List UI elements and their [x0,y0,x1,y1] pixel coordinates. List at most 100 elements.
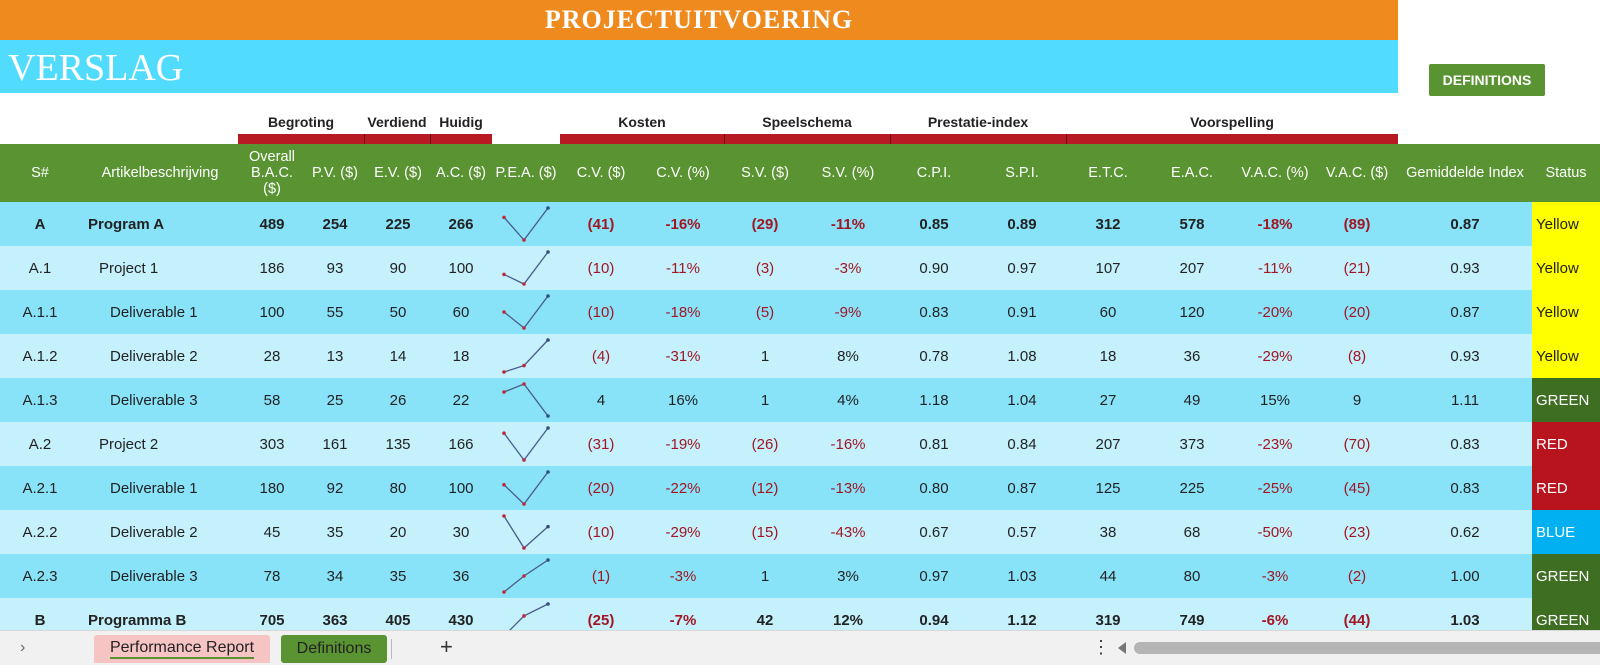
header-vac[interactable]: V.A.C. ($) [1325,165,1389,181]
cell-desc[interactable]: Deliverable 3 [110,391,198,409]
cell-etc[interactable]: 44 [1099,567,1117,585]
header-cvp[interactable]: C.V. (%) [656,165,710,181]
cell-cpi[interactable]: 0.97 [919,567,949,585]
cell-ac[interactable]: 60 [452,303,470,321]
cell-sn[interactable]: A.2 [28,435,52,453]
add-sheet-icon[interactable]: + [440,634,453,659]
tab-scroll-icon[interactable]: › [20,639,26,656]
cell-sv[interactable]: 1 [760,347,770,365]
scroll-left-icon[interactable] [1118,642,1126,654]
cell-eac[interactable]: 36 [1183,347,1201,365]
cell-sn[interactable]: B [34,611,46,629]
more-options-icon[interactable]: ⋮ [1092,637,1110,657]
header-cv[interactable]: C.V. ($) [576,165,626,181]
cell-desc[interactable]: Deliverable 1 [110,303,198,321]
cell-ev[interactable]: 225 [385,215,411,233]
cell-eac[interactable]: 68 [1183,523,1201,541]
cell-vac[interactable]: (89) [1343,215,1371,233]
cell-vacp[interactable]: -3% [1261,567,1289,585]
cell-pv[interactable]: 13 [326,347,344,365]
cell-svp[interactable]: 8% [837,347,859,365]
cell-vac[interactable]: 9 [1352,391,1362,409]
cell-pv[interactable]: 25 [326,391,344,409]
cell-cv[interactable]: (25) [587,611,615,629]
horizontal-scrollbar[interactable] [1134,642,1600,654]
cell-ac[interactable]: 30 [452,523,470,541]
cell-vac[interactable]: (2) [1347,567,1367,585]
cell-cpi[interactable]: 0.78 [919,347,949,365]
cell-bac[interactable]: 28 [263,347,281,365]
cell-ac[interactable]: 100 [448,259,474,277]
cell-spi[interactable]: 1.03 [1007,567,1037,585]
cell-etc[interactable]: 319 [1095,611,1121,629]
cell-cv[interactable]: (4) [591,347,611,365]
cell-ev[interactable]: 14 [389,347,407,365]
cell-vacp[interactable]: -25% [1257,479,1293,497]
cell-avg[interactable]: 0.87 [1450,215,1480,233]
cell-ac[interactable]: 100 [448,479,474,497]
cell-etc[interactable]: 125 [1095,479,1121,497]
cell-cv[interactable]: (1) [591,567,611,585]
cell-sn[interactable]: A.1.2 [22,347,58,365]
cell-ev[interactable]: 50 [389,303,407,321]
cell-ac[interactable]: 18 [452,347,470,365]
cell-sv[interactable]: (15) [751,523,779,541]
table-row[interactable]: A.2.3 Deliverable 3 78 34 35 36 (1) -3% 1 3% 0.97 1… [0,554,1600,598]
cell-vac[interactable]: (20) [1343,303,1371,321]
cell-vacp[interactable]: -23% [1257,435,1293,453]
cell-svp[interactable]: -9% [834,303,862,321]
cell-cvp[interactable]: -29% [665,523,701,541]
cell-avg[interactable]: 1.00 [1450,567,1480,585]
cell-vac[interactable]: (70) [1343,435,1371,453]
cell-desc[interactable]: Deliverable 2 [110,523,198,541]
cell-ev[interactable]: 90 [389,259,407,277]
definitions-button[interactable]: DEFINITIONS [1429,64,1545,96]
cell-cvp[interactable]: -11% [666,259,700,277]
cell-spi[interactable]: 0.87 [1007,479,1037,497]
cell-spi[interactable]: 1.12 [1007,611,1037,629]
cell-bac[interactable]: 180 [259,479,285,497]
table-row[interactable]: A.1.1 Deliverable 1 100 55 50 60 (10) -18% (5) -9… [0,290,1600,334]
cell-desc[interactable]: Deliverable 3 [110,567,198,585]
cell-bac[interactable]: 45 [263,523,281,541]
cell-svp[interactable]: 3% [837,567,859,585]
cell-sv[interactable]: (29) [751,215,779,233]
cell-svp[interactable]: -43% [830,523,866,541]
cell-vac[interactable]: (23) [1343,523,1371,541]
cell-sn[interactable]: A.2.2 [22,523,58,541]
cell-cvp[interactable]: -3% [669,567,697,585]
cell-desc[interactable]: Project 2 [99,435,159,453]
cell-sn[interactable]: A.2.3 [22,567,58,585]
header-pv[interactable]: P.V. ($) [312,165,358,181]
cell-bac[interactable]: 303 [259,435,285,453]
table-row[interactable]: A Program A 489 254 225 266 (41) -16% (29) -11% 0.… [0,202,1600,246]
cell-vacp[interactable]: -11% [1258,259,1292,277]
cell-vac[interactable]: (21) [1343,259,1371,277]
cell-etc[interactable]: 38 [1099,523,1117,541]
cell-avg[interactable]: 0.62 [1450,523,1480,541]
header-ev[interactable]: E.V. ($) [374,165,422,181]
cell-etc[interactable]: 312 [1095,215,1121,233]
cell-bac[interactable]: 705 [259,611,285,629]
cell-ac[interactable]: 266 [448,215,474,233]
cell-sv[interactable]: 1 [760,391,770,409]
cell-ev[interactable]: 26 [389,391,407,409]
cell-cvp[interactable]: -19% [665,435,701,453]
cell-cpi[interactable]: 1.18 [919,391,949,409]
cell-cvp[interactable]: -22% [665,479,701,497]
cell-svp[interactable]: -13% [830,479,866,497]
cell-sn[interactable]: A.2.1 [22,479,58,497]
table-row[interactable]: A.1.2 Deliverable 2 28 13 14 18 (4) -31% 1 8% 0.78… [0,334,1600,378]
header-avg[interactable]: Gemiddelde Index [1406,165,1524,181]
cell-eac[interactable]: 120 [1179,303,1205,321]
header-eac[interactable]: E.A.C. [1171,165,1213,181]
cell-cv[interactable]: (20) [587,479,615,497]
cell-avg[interactable]: 0.87 [1450,303,1480,321]
cell-eac[interactable]: 49 [1183,391,1201,409]
cell-pv[interactable]: 93 [326,259,344,277]
header-sv[interactable]: S.V. ($) [741,165,789,181]
cell-vacp[interactable]: 15% [1259,391,1291,409]
table-row[interactable]: A.1 Project 1 186 93 90 100 (10) -11% (3) -3% 0.90… [0,246,1600,290]
table-row[interactable]: A.2 Project 2 303 161 135 166 (31) -19% (26) -16%… [0,422,1600,466]
header-etc[interactable]: E.T.C. [1088,165,1128,181]
